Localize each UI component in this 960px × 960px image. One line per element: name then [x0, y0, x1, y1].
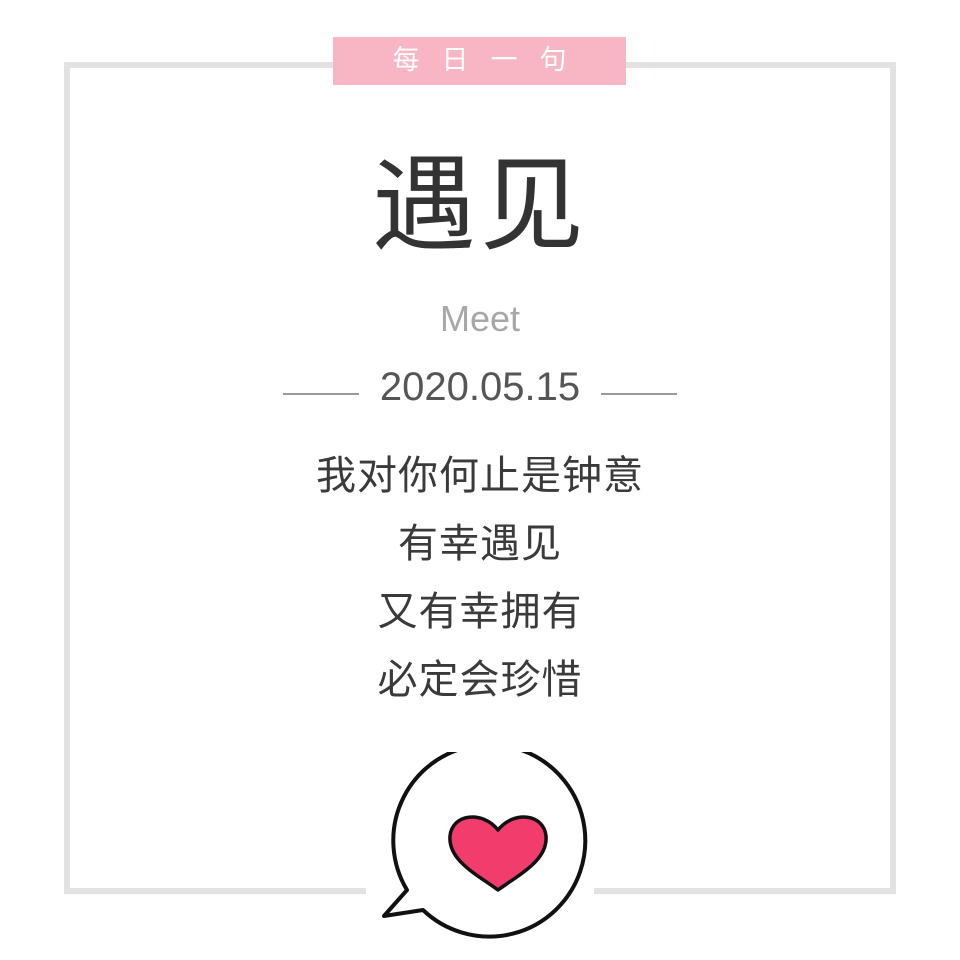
date-rule-left	[283, 393, 359, 395]
quote-verse: 我对你何止是钟意 有幸遇见 又有幸拥有 必定会珍惜	[0, 442, 960, 714]
verse-line: 我对你何止是钟意	[316, 453, 644, 499]
date-row: 2020.05.15	[0, 362, 960, 412]
speech-bubble-icon	[382, 752, 588, 939]
date-text: 2020.05.15	[379, 365, 581, 409]
daily-quote-badge: 每日一句	[333, 37, 626, 85]
date-rule-right	[601, 393, 677, 395]
verse-line: 有幸遇见	[398, 521, 562, 567]
page-title: 遇见	[371, 144, 588, 266]
verse-line: 必定会珍惜	[377, 657, 583, 703]
page-subtitle: Meet	[439, 298, 521, 339]
heart-icon	[448, 815, 548, 892]
verse-line: 又有幸拥有	[377, 589, 583, 635]
